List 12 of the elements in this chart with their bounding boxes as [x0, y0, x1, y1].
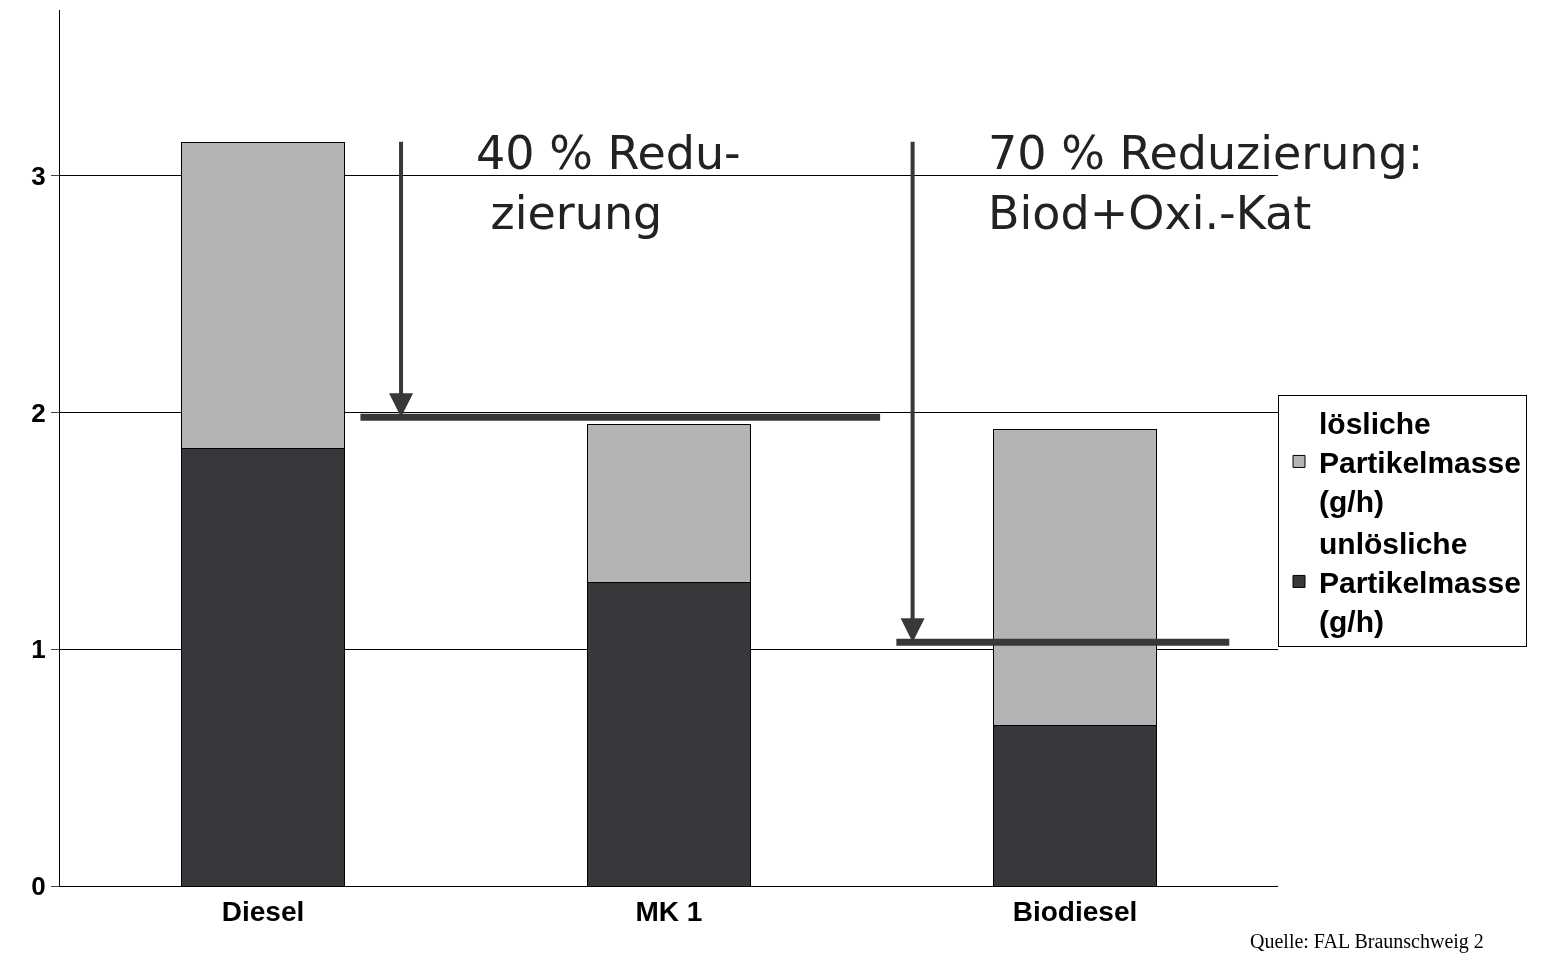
- annotation: 40 % Redu- zierung: [476, 126, 741, 240]
- x-tick-label: MK 1: [635, 895, 703, 927]
- x-tick-label: Biodiesel: [1012, 895, 1138, 927]
- source-note: Quelle: FAL Braunschweig 2: [1250, 930, 1484, 953]
- x-tick-label: Diesel: [221, 895, 305, 927]
- y-tick-label: 0: [31, 871, 46, 902]
- annotation: 70 % Reduzierung: Biod+Oxi.-Kat: [988, 126, 1424, 240]
- y-tick-label: 2: [31, 397, 46, 428]
- y-tick-label: 3: [31, 160, 46, 191]
- legend-label: unlösliche Partikelmasse (g/h): [1319, 527, 1521, 639]
- legend-label: lösliche Partikelmasse (g/h): [1319, 407, 1521, 519]
- y-tick-label: 1: [31, 634, 46, 665]
